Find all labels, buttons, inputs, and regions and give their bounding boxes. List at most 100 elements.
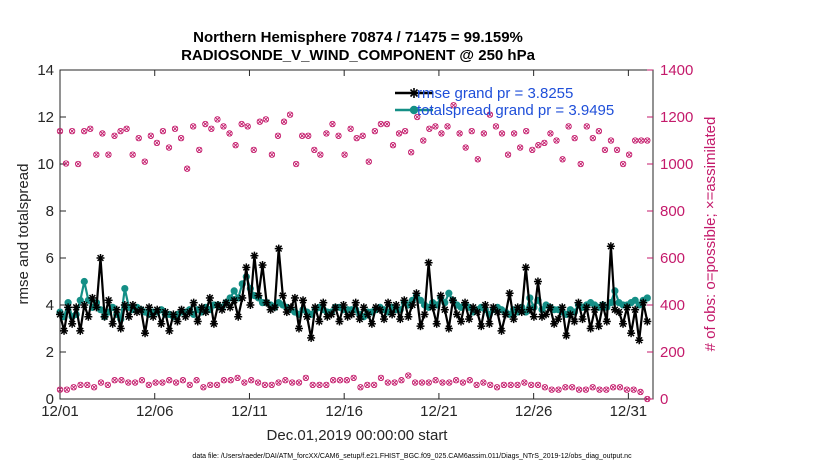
data-point <box>448 296 457 305</box>
data-point <box>461 298 470 307</box>
obs-assimilated-marker <box>475 156 481 162</box>
data-point <box>529 312 538 321</box>
asterisk-stroke <box>514 303 522 311</box>
asterisk-stroke <box>255 292 262 300</box>
data-point <box>234 312 243 321</box>
obs-possible-marker <box>384 379 391 386</box>
obs-possible-marker <box>521 379 528 386</box>
obs-count-point <box>141 158 148 165</box>
obs-assimilated-marker <box>501 382 507 388</box>
asterisk-stroke <box>570 318 578 325</box>
obs-count-point <box>214 116 221 123</box>
asterisk-stroke <box>562 332 570 339</box>
obs-possible-marker <box>493 384 501 391</box>
asterisk-stroke <box>437 292 445 300</box>
obs-assimilated-marker <box>111 133 118 139</box>
obs-count-point <box>172 379 180 386</box>
asterisk-stroke <box>332 303 339 311</box>
y-tick-label-right: 800 <box>660 203 685 220</box>
obs-count-point <box>596 386 603 393</box>
data-point <box>404 312 413 321</box>
obs-possible-marker <box>474 156 481 163</box>
obs-assimilated-marker <box>596 128 602 134</box>
obs-assimilated-marker <box>84 382 90 388</box>
asterisk-stroke <box>558 303 566 311</box>
obs-assimilated-marker <box>81 128 87 134</box>
x-tick-label: 12/26 <box>515 403 553 420</box>
obs-assimilated-marker <box>357 384 364 390</box>
asterisk-stroke <box>595 322 603 330</box>
obs-assimilated-marker <box>190 123 196 130</box>
obs-possible-marker <box>289 379 296 386</box>
obs-count-point <box>377 374 385 381</box>
obs-count-point <box>535 142 542 149</box>
obs-possible-marker <box>159 127 167 135</box>
asterisk-stroke <box>445 325 453 332</box>
data-point <box>424 258 433 267</box>
asterisk-stroke <box>80 301 88 309</box>
obs-count-point <box>226 130 233 137</box>
asterisk-stroke <box>174 318 181 325</box>
data-point <box>440 305 449 314</box>
obs-assimilated-marker <box>220 123 227 130</box>
obs-possible-marker <box>87 125 94 132</box>
obs-count-point <box>68 127 76 135</box>
obs-count-point <box>302 374 310 381</box>
obs-possible-marker <box>487 381 494 389</box>
data-point <box>607 299 615 307</box>
obs-count-point <box>389 142 397 149</box>
obs-assimilated-marker <box>596 386 603 393</box>
obs-count-point <box>493 384 501 391</box>
obs-count-point <box>492 123 500 130</box>
asterisk-stroke <box>242 263 250 271</box>
obs-assimilated-marker <box>75 161 81 167</box>
obs-possible-marker <box>214 116 221 123</box>
obs-count-point <box>280 118 288 125</box>
obs-possible-marker <box>553 137 560 144</box>
obs-count-point <box>330 377 337 384</box>
asterisk-stroke <box>202 308 210 316</box>
asterisk-stroke <box>271 303 279 311</box>
obs-count-point <box>582 386 590 393</box>
obs-possible-marker <box>555 386 562 393</box>
obs-assimilated-marker <box>146 382 152 388</box>
obs-assimilated-marker <box>450 102 457 108</box>
y-tick-label-left: 4 <box>46 297 54 314</box>
data-point <box>501 310 510 319</box>
obs-assimilated-marker <box>402 128 408 134</box>
obs-possible-marker <box>401 127 409 135</box>
obs-count-point <box>357 384 364 391</box>
obs-assimilated-marker <box>255 379 261 386</box>
obs-possible-marker <box>99 130 106 137</box>
obs-count-point <box>468 127 475 135</box>
obs-possible-marker <box>510 130 518 137</box>
obs-assimilated-marker <box>341 151 348 158</box>
obs-count-point <box>179 377 187 384</box>
data-point <box>517 308 526 317</box>
series-rmse <box>56 242 652 345</box>
obs-possible-marker <box>450 102 457 109</box>
obs-count-point <box>317 151 324 158</box>
obs-count-point <box>391 379 398 386</box>
asterisk-stroke <box>639 299 647 307</box>
asterisk-stroke <box>356 315 364 323</box>
asterisk-stroke <box>315 318 323 325</box>
data-point <box>509 315 518 324</box>
obs-assimilated-marker <box>232 142 239 148</box>
asterisk-stroke <box>105 296 113 304</box>
obs-possible-marker <box>343 377 350 384</box>
legend-rmse-label: rmse grand pr = 3.8255 <box>417 85 573 102</box>
obs-possible-marker <box>408 149 415 156</box>
obs-possible-marker <box>395 130 403 137</box>
obs-possible-marker <box>177 134 185 142</box>
obs-assimilated-marker <box>528 382 534 388</box>
asterisk-stroke <box>56 310 64 318</box>
obs-assimilated-marker <box>453 377 459 383</box>
data-point <box>566 310 575 319</box>
data-point <box>274 244 283 253</box>
obs-count-point <box>401 127 409 135</box>
obs-count-point <box>439 379 446 386</box>
obs-possible-marker <box>153 139 161 147</box>
obs-count-point <box>111 377 118 384</box>
obs-assimilated-marker <box>311 147 317 153</box>
